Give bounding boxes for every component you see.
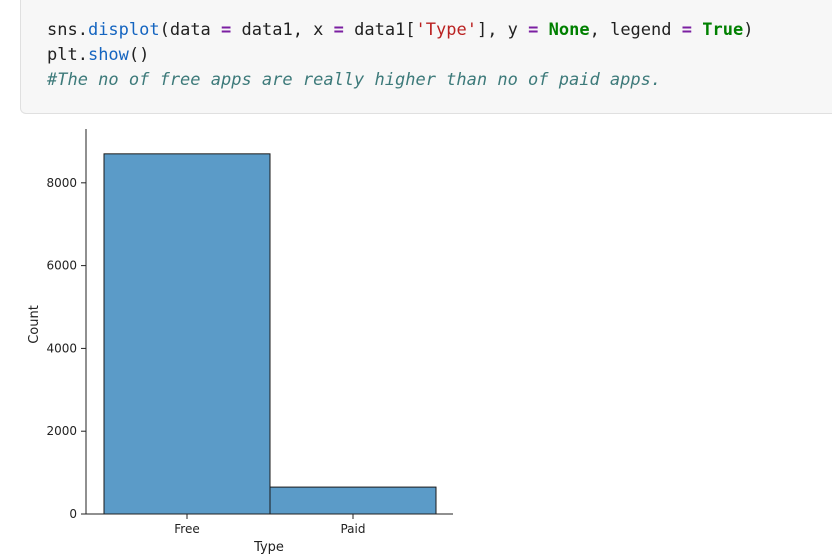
code-token: data1, x bbox=[231, 20, 334, 40]
code-token: () bbox=[128, 45, 150, 65]
y-tick-label: 2000 bbox=[46, 424, 77, 438]
code-token: (data bbox=[159, 20, 222, 40]
code-token-operator: = bbox=[528, 20, 539, 40]
code-token-keyword: None bbox=[548, 20, 590, 40]
code-token-operator: = bbox=[333, 20, 344, 40]
y-tick-label: 6000 bbox=[46, 259, 77, 273]
bar-paid bbox=[269, 486, 437, 515]
code-token-function: displot bbox=[87, 20, 160, 40]
y-ticks-group: 0 2000 4000 6000 8000 bbox=[46, 176, 86, 521]
y-tick-label: 4000 bbox=[46, 341, 77, 355]
y-tick-label: 8000 bbox=[46, 176, 77, 190]
code-token-string: 'Type' bbox=[415, 20, 477, 40]
bar-free bbox=[103, 153, 271, 515]
x-tick-label-free: Free bbox=[174, 522, 199, 536]
x-tick-label-paid: Paid bbox=[340, 522, 365, 536]
x-axis-label: Type bbox=[253, 540, 284, 555]
code-token: ], y bbox=[476, 20, 529, 40]
code-line-2: plt.show() bbox=[47, 43, 149, 67]
x-ticks-group: Free Paid bbox=[174, 514, 366, 536]
code-line-3-comment: #The no of free apps are really higher t… bbox=[47, 70, 662, 90]
code-token-operator: = bbox=[681, 20, 692, 40]
y-tick-label: 0 bbox=[69, 507, 77, 521]
code-token: sns. bbox=[47, 20, 88, 40]
code-token-operator: = bbox=[221, 20, 232, 40]
code-cell[interactable]: sns.displot(data = data1, x = data1['Typ… bbox=[20, 0, 832, 114]
code-token: plt. bbox=[47, 45, 88, 65]
code-token: data1[ bbox=[343, 20, 416, 40]
bars-group bbox=[103, 153, 437, 515]
code-token: ) bbox=[743, 20, 754, 40]
code-token-keyword: True bbox=[702, 20, 744, 40]
y-axis-label: Count bbox=[27, 305, 42, 344]
code-token-function: show bbox=[87, 45, 129, 65]
code-token: , legend bbox=[589, 20, 682, 40]
code-line-1: sns.displot(data = data1, x = data1['Typ… bbox=[47, 18, 753, 42]
